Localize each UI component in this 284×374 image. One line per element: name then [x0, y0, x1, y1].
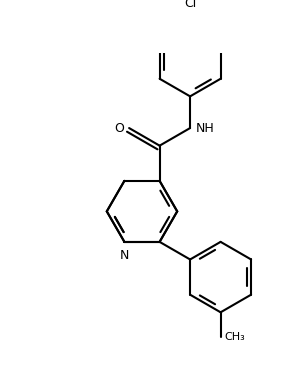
Text: N: N [120, 249, 129, 262]
Text: O: O [114, 122, 124, 135]
Text: CH₃: CH₃ [224, 332, 245, 342]
Text: NH: NH [195, 122, 214, 135]
Text: Cl: Cl [184, 0, 196, 10]
